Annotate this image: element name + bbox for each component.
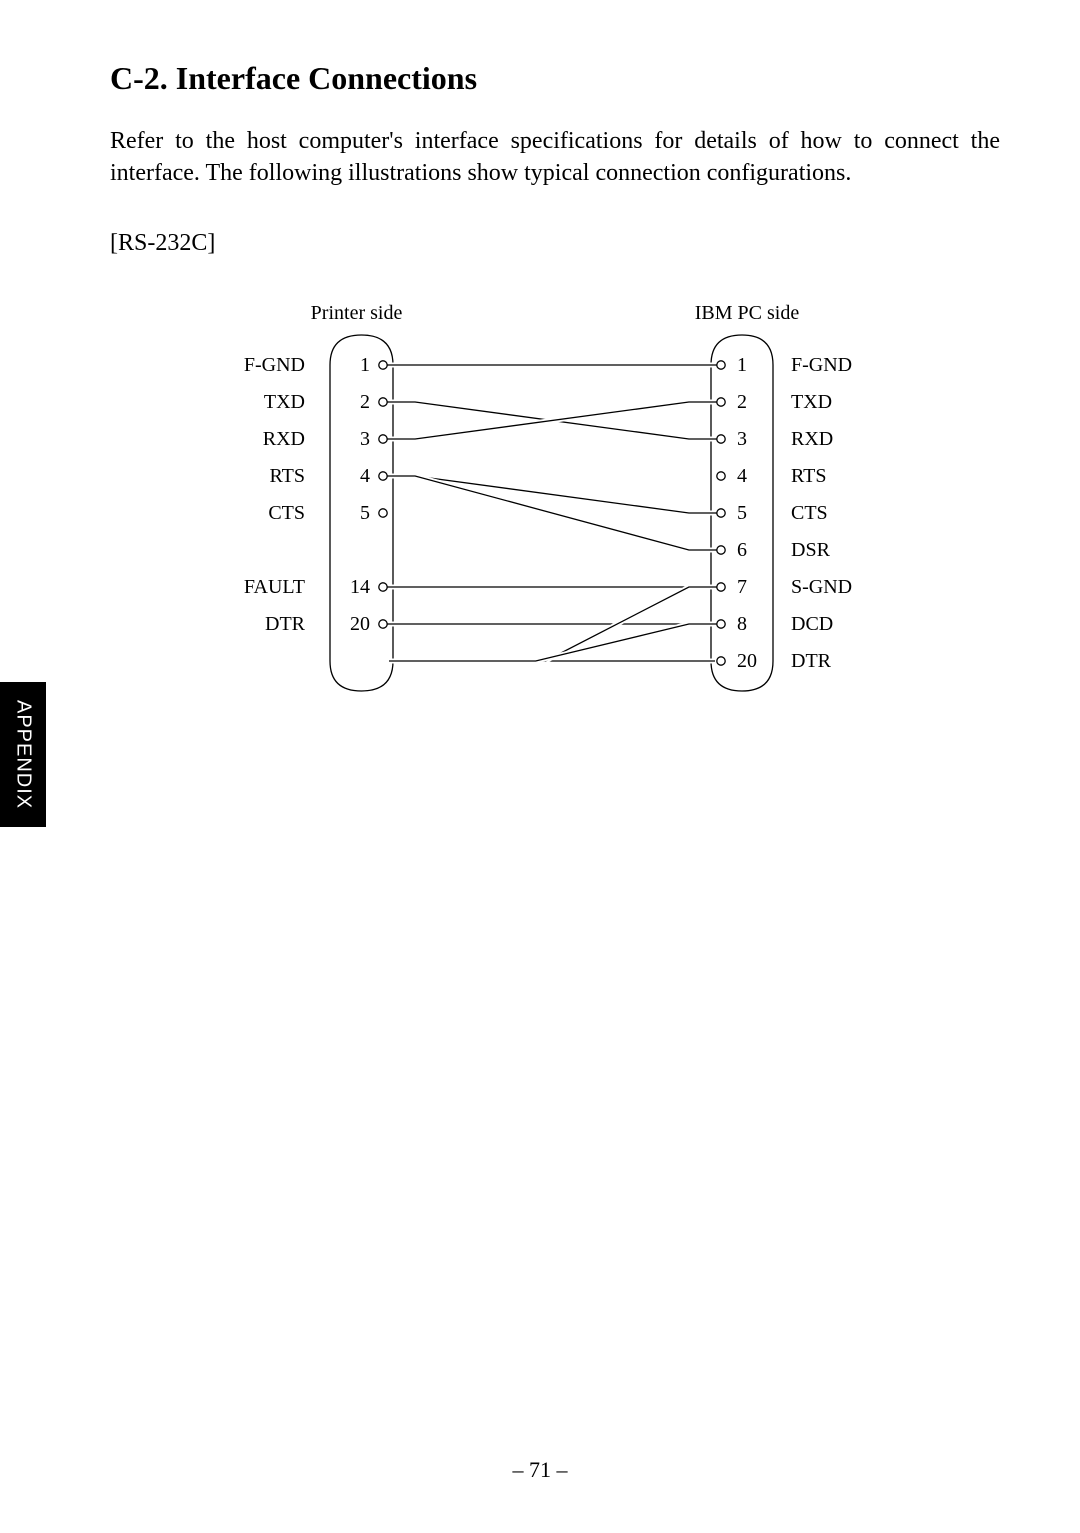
svg-text:IBM PC side: IBM PC side <box>695 302 800 324</box>
svg-text:14: 14 <box>350 576 370 598</box>
page-number: – 71 – <box>0 1457 1080 1483</box>
svg-text:4: 4 <box>360 465 370 487</box>
svg-text:TXD: TXD <box>791 391 832 413</box>
svg-text:RXD: RXD <box>263 428 305 450</box>
svg-text:TXD: TXD <box>264 391 305 413</box>
svg-text:4: 4 <box>737 465 747 487</box>
svg-text:3: 3 <box>737 428 747 450</box>
svg-text:5: 5 <box>360 502 370 524</box>
svg-text:5: 5 <box>737 502 747 524</box>
svg-text:CTS: CTS <box>268 502 305 524</box>
svg-text:1: 1 <box>737 354 747 376</box>
svg-text:DTR: DTR <box>791 650 832 672</box>
svg-text:DTR: DTR <box>265 613 306 635</box>
svg-text:DSR: DSR <box>791 539 831 561</box>
svg-text:RTS: RTS <box>270 465 305 487</box>
protocol-label: [RS-232C] <box>110 230 1000 257</box>
svg-text:DCD: DCD <box>791 613 833 635</box>
svg-text:2: 2 <box>737 391 747 413</box>
svg-text:RXD: RXD <box>791 428 833 450</box>
svg-text:FAULT: FAULT <box>244 576 305 598</box>
section-heading: C-2. Interface Connections <box>110 60 1000 97</box>
svg-text:Printer side: Printer side <box>311 302 403 324</box>
svg-text:F-GND: F-GND <box>244 354 305 376</box>
svg-text:3: 3 <box>360 428 370 450</box>
svg-text:7: 7 <box>737 576 747 598</box>
svg-text:6: 6 <box>737 539 747 561</box>
svg-text:8: 8 <box>737 613 747 635</box>
intro-paragraph: Refer to the host computer's interface s… <box>110 125 1000 190</box>
wiring-diagram: Printer side IBM PC side F-GND 1 TXD 2 RXD 3 RTS… <box>195 295 915 715</box>
svg-text:S-GND: S-GND <box>791 576 852 598</box>
svg-text:1: 1 <box>360 354 370 376</box>
svg-text:CTS: CTS <box>791 502 828 524</box>
svg-text:20: 20 <box>737 650 757 672</box>
appendix-tab: APPENDIX <box>0 682 46 827</box>
svg-text:20: 20 <box>350 613 370 635</box>
svg-text:RTS: RTS <box>791 465 826 487</box>
svg-text:F-GND: F-GND <box>791 354 852 376</box>
svg-text:2: 2 <box>360 391 370 413</box>
